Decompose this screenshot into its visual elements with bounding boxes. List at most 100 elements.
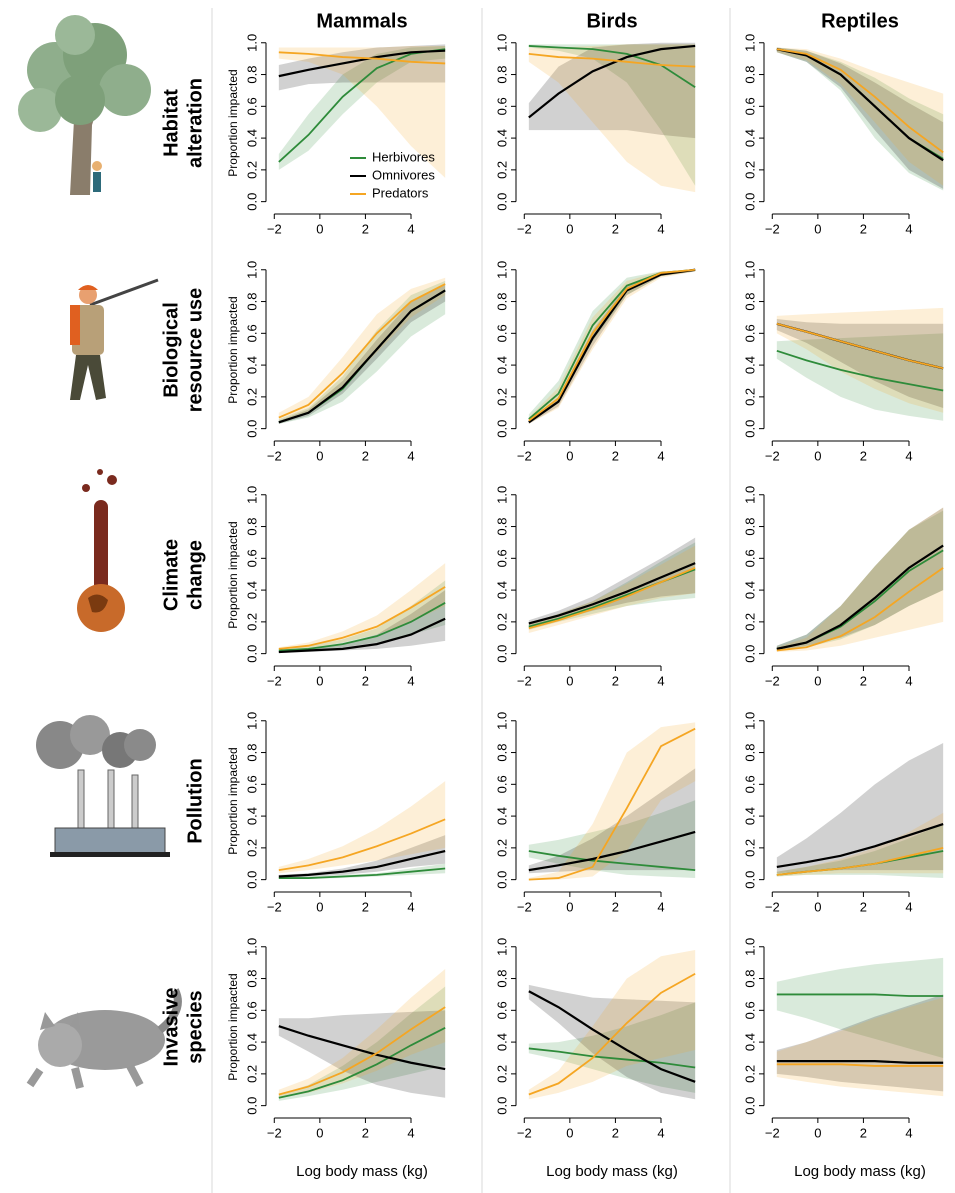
- confidence-band: [278, 280, 446, 424]
- y-tick-label: 0.8: [742, 518, 757, 536]
- y-tick-label: 0.4: [494, 356, 509, 374]
- confidence-band: [528, 44, 696, 193]
- y-tick-label: 0.4: [742, 129, 757, 147]
- y-tick-label: 0.6: [494, 1001, 509, 1019]
- x-tick-label: 0: [814, 1125, 821, 1140]
- x-tick-label: 0: [316, 673, 323, 688]
- y-tick-label: 0.2: [244, 161, 259, 179]
- thermometer-icon: [77, 469, 125, 632]
- x-tick-label: 4: [657, 448, 664, 463]
- confidence-band: [776, 824, 944, 879]
- y-tick-label: 0.2: [494, 839, 509, 857]
- x-tick-label: 4: [407, 221, 414, 236]
- y-tick-label: 0.8: [494, 744, 509, 762]
- confidence-band: [528, 800, 696, 879]
- y-tick-label: 0.8: [494, 518, 509, 536]
- y-tick-label: 0.0: [494, 871, 509, 889]
- y-tick-label: 0.0: [244, 193, 259, 211]
- confidence-band: [278, 781, 446, 874]
- y-tick-label: 0.6: [494, 97, 509, 115]
- x-tick-label: 2: [860, 673, 867, 688]
- series-line: [278, 818, 446, 872]
- x-tick-label: 4: [407, 1125, 414, 1140]
- x-tick-label: −2: [517, 1125, 532, 1140]
- y-tick-label: 0.8: [244, 744, 259, 762]
- series-line: [528, 850, 696, 872]
- series-line: [528, 52, 696, 68]
- cat-icon: [26, 988, 182, 1089]
- y-tick-label: 0.8: [742, 744, 757, 762]
- x-tick-label: 4: [657, 1125, 664, 1140]
- x-tick-label: 0: [814, 673, 821, 688]
- y-axis-label: Proportion impacted: [226, 521, 240, 628]
- x-tick-label: −2: [267, 673, 282, 688]
- y-tick-label: 0.0: [742, 645, 757, 663]
- y-tick-label: 0.4: [742, 581, 757, 599]
- x-tick-label: −2: [517, 448, 532, 463]
- y-tick-label: 0.6: [244, 324, 259, 342]
- row-label: Biological: [160, 302, 182, 398]
- y-tick-label: 0.6: [244, 549, 259, 567]
- confidence-band: [776, 47, 944, 191]
- column-title: Mammals: [316, 10, 407, 32]
- x-tick-label: −2: [765, 448, 780, 463]
- y-tick-label: 1.0: [494, 34, 509, 52]
- x-tick-label: 4: [657, 221, 664, 236]
- x-tick-label: 2: [362, 899, 369, 914]
- series-line: [776, 1060, 944, 1064]
- y-tick-label: 0.0: [244, 871, 259, 889]
- legend-label: Herbivores: [372, 149, 435, 164]
- y-tick-label: 1.0: [742, 486, 757, 504]
- y-tick-label: 0.6: [742, 775, 757, 793]
- y-tick-label: 0.4: [244, 129, 259, 147]
- y-tick-label: 0.6: [742, 1001, 757, 1019]
- series-line: [776, 1063, 944, 1067]
- y-axis-label: Proportion impacted: [226, 69, 240, 176]
- x-tick-label: 2: [362, 221, 369, 236]
- series-line: [528, 1047, 696, 1069]
- y-tick-label: 0.2: [244, 1065, 259, 1083]
- series-line: [776, 544, 944, 650]
- y-tick-label: 0.8: [742, 66, 757, 84]
- x-tick-label: 0: [566, 899, 573, 914]
- x-tick-label: −2: [765, 221, 780, 236]
- x-tick-label: 0: [814, 899, 821, 914]
- y-tick-label: 0.0: [494, 1097, 509, 1115]
- confidence-band: [776, 957, 944, 1058]
- y-tick-label: 1.0: [244, 938, 259, 956]
- y-tick-label: 0.6: [494, 775, 509, 793]
- confidence-band: [278, 1010, 446, 1098]
- y-tick-label: 0.0: [244, 645, 259, 663]
- x-tick-label: 0: [316, 221, 323, 236]
- x-tick-label: −2: [765, 899, 780, 914]
- x-axis-label: Log body mass (kg): [296, 1163, 428, 1180]
- confidence-band: [528, 269, 696, 424]
- confidence-band: [776, 47, 944, 189]
- y-tick-label: 0.4: [494, 129, 509, 147]
- y-tick-label: 0.2: [494, 1065, 509, 1083]
- x-tick-label: −2: [517, 899, 532, 914]
- confidence-band: [278, 45, 446, 170]
- y-tick-label: 0.0: [742, 420, 757, 438]
- y-tick-label: 0.0: [244, 1097, 259, 1115]
- y-tick-label: 0.2: [244, 839, 259, 857]
- x-tick-label: 2: [362, 673, 369, 688]
- y-tick-label: 0.0: [494, 193, 509, 211]
- confidence-band: [528, 42, 696, 139]
- y-tick-label: 0.4: [494, 807, 509, 825]
- y-tick-label: 0.8: [244, 518, 259, 536]
- y-tick-label: 0.2: [494, 388, 509, 406]
- x-tick-label: 2: [860, 899, 867, 914]
- y-tick-label: 0.2: [742, 388, 757, 406]
- x-tick-label: 0: [814, 448, 821, 463]
- y-tick-label: 0.2: [494, 613, 509, 631]
- series-line: [776, 48, 944, 162]
- y-tick-label: 0.4: [494, 1033, 509, 1051]
- series-line: [278, 586, 446, 650]
- x-tick-label: −2: [267, 1125, 282, 1140]
- series-line: [278, 1026, 446, 1099]
- x-tick-label: 0: [566, 448, 573, 463]
- hunter-icon: [70, 278, 159, 400]
